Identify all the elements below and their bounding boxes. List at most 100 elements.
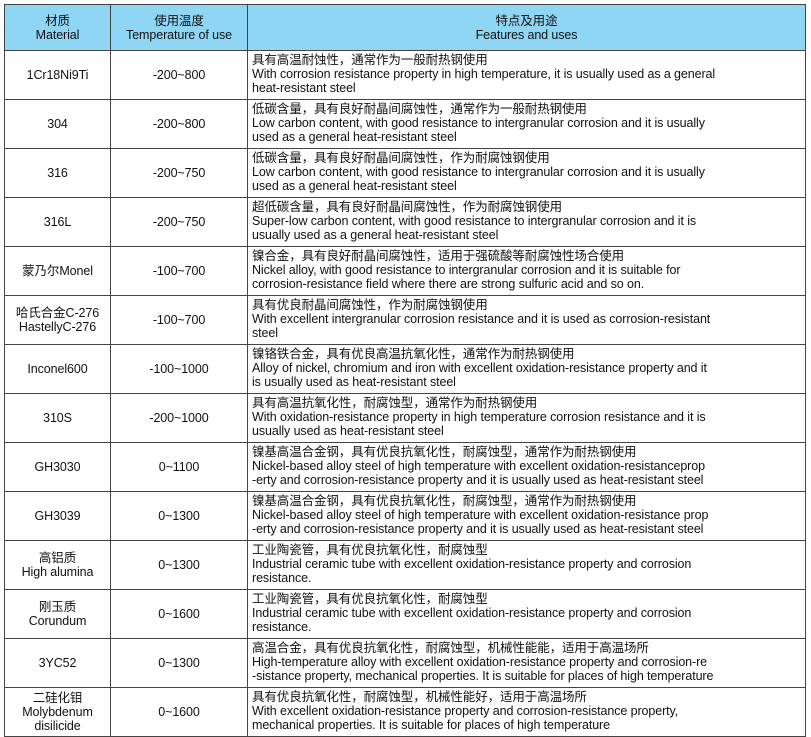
features-en-line: used as a general heat-resistant steel (252, 179, 457, 193)
features-cn: 低碳含量，具有良好耐晶间腐蚀性，作为耐腐蚀钢使用 (252, 151, 550, 165)
material-cell: 蒙乃尔Monel (4, 246, 111, 296)
header-features: 特点及用途 Features and uses (247, 4, 806, 51)
features-cell: 高温合金，具有优良抗氧化性，耐腐蚀型，机械性能能，适用于高温场所 High-tem… (247, 638, 806, 688)
features-en-line: Nickel-based alloy steel of high tempera… (252, 508, 709, 522)
table-row: 304 -200~800 低碳含量，具有良好耐晶间腐蚀性，通常作为一般耐热钢使用 Lo… (4, 99, 806, 149)
features-cell: 镍合金，具有良好耐晶间腐蚀性，适用于强硫酸等耐腐蚀性场合使用 Nickel all… (247, 246, 806, 296)
table-row: 二硅化钼 Molybdenum disilicide 0~1600 具有优良抗氧化性，耐… (4, 687, 806, 737)
features-en-line: Industrial ceramic tube with excellent o… (252, 557, 692, 571)
features-en-line: Industrial ceramic tube with excellent o… (252, 606, 692, 620)
features-cn: 具有优良抗氧化性，耐腐蚀型，机械性能好，适用于高温场所 (252, 690, 587, 704)
table-row: 316 -200~750 低碳含量，具有良好耐晶间腐蚀性，作为耐腐蚀钢使用 Low c… (4, 148, 806, 198)
header-material-en: Material (35, 27, 80, 42)
table-row: 3YC52 0~1300 高温合金，具有优良抗氧化性，耐腐蚀型，机械性能能，适用于高… (4, 638, 806, 688)
features-en-line: steel (252, 326, 278, 340)
header-material-cn: 材质 (45, 13, 70, 28)
features-cn: 具有优良耐晶间腐蚀性，作为耐腐蚀钢使用 (252, 298, 488, 312)
features-cn: 高温合金，具有优良抗氧化性，耐腐蚀型，机械性能能，适用于高温场所 (252, 641, 649, 655)
material-cell: GH3039 (4, 491, 111, 541)
features-cell: 具有高温耐蚀性，通常作为一般耐热钢使用 With corrosion resist… (247, 50, 806, 100)
features-cell: 镍铬铁合金，具有优良高温抗氧化性，通常作为耐热钢使用 Alloy of nicke… (247, 344, 806, 394)
material-name: Molybdenum (22, 705, 93, 719)
header-temp-en: Temperature of use (126, 27, 232, 42)
features-cell: 具有高温抗氧化性，耐腐蚀型，通常作为耐热钢使用 With oxidation-re… (247, 393, 806, 443)
features-en-line: usually used as heat-resistant steel (252, 424, 444, 438)
table-row: GH3039 0~1300 镍基高温合金钢，具有优良抗氧化性，耐腐蚀型，通常作为耐热… (4, 491, 806, 541)
material-name: Corundum (28, 614, 87, 628)
features-en-line: With excellent oxidation-resistance prop… (252, 704, 679, 718)
features-cn: 镍基高温合金钢，具有优良抗氧化性，耐腐蚀型，通常作为耐热钢使用 (252, 494, 637, 508)
temperature-cell: -200~800 (110, 50, 248, 100)
material-cell: 316 (4, 148, 111, 198)
features-cn: 镍铬铁合金，具有优良高温抗氧化性，通常作为耐热钢使用 (252, 347, 575, 361)
temperature-cell: 0~1300 (110, 540, 248, 590)
material-name: HastellyC-276 (18, 320, 97, 334)
features-en-line: -erty and corrosion-resistance property … (252, 473, 704, 487)
temperature-cell: 0~1100 (110, 442, 248, 492)
features-cell: 镍基高温合金钢，具有优良抗氧化性，耐腐蚀型，通常作为耐热钢使用 Nickel-ba… (247, 491, 806, 541)
table-row: 刚玉质 Corundum 0~1600 工业陶瓷管，具有优良抗氧化性，耐腐蚀型 Indu… (4, 589, 806, 639)
features-en-line: resistance. (252, 571, 312, 585)
features-en-line: mechanical properties. It is suitable fo… (252, 718, 610, 732)
features-en-line: Nickel alloy, with good resistance to in… (252, 263, 681, 277)
temperature-cell: -200~750 (110, 197, 248, 247)
table-body: 1Cr18Ni9Ti -200~800 具有高温耐蚀性，通常作为一般耐热钢使用 Wit… (4, 50, 806, 737)
features-en-line: With oxidation-resistance property in hi… (252, 410, 706, 424)
temperature-cell: 0~1300 (110, 638, 248, 688)
table-row: GH3030 0~1100 镍基高温合金钢，具有优良抗氧化性，耐腐蚀型，通常作为耐热… (4, 442, 806, 492)
temperature-cell: -200~800 (110, 99, 248, 149)
material-name: 304 (47, 117, 68, 131)
material-cell: 316L (4, 197, 111, 247)
temperature-cell: -200~750 (110, 148, 248, 198)
features-en-line: Low carbon content, with good resistance… (252, 116, 705, 130)
features-cn: 工业陶瓷管，具有优良抗氧化性，耐腐蚀型 (252, 592, 488, 606)
header-material: 材质 Material (4, 4, 111, 51)
features-cell: 工业陶瓷管，具有优良抗氧化性，耐腐蚀型 Industrial ceramic tu… (247, 589, 806, 639)
material-cell: 二硅化钼 Molybdenum disilicide (4, 687, 111, 737)
features-en-line: Super-low carbon content, with good resi… (252, 214, 697, 228)
features-en-line: heat-resistant steel (252, 81, 356, 95)
features-en-line: With corrosion resistance property in hi… (252, 67, 716, 81)
table-row: Inconel600 -100~1000 镍铬铁合金，具有优良高温抗氧化性，通常作为… (4, 344, 806, 394)
material-name: High alumina (21, 565, 94, 579)
features-cn: 镍合金，具有良好耐晶间腐蚀性，适用于强硫酸等耐腐蚀性场合使用 (252, 249, 625, 263)
material-name: 316L (43, 215, 72, 229)
features-cell: 具有优良抗氧化性，耐腐蚀型，机械性能好，适用于高温场所 With excellen… (247, 687, 806, 737)
header-features-en: Features and uses (475, 27, 578, 42)
table-row: 蒙乃尔Monel -100~700 镍合金，具有良好耐晶间腐蚀性，适用于强硫酸等耐腐… (4, 246, 806, 296)
features-en-line: usually used as a general heat-resistant… (252, 228, 499, 242)
table-row: 哈氏合金C-276 HastellyC-276 -100~700 具有优良耐晶间腐蚀性… (4, 295, 806, 345)
features-en-line: With excellent intergranular corrosion r… (252, 312, 711, 326)
material-name: 刚玉质 (38, 600, 77, 614)
temperature-cell: -100~1000 (110, 344, 248, 394)
material-name: GH3030 (34, 460, 81, 474)
features-cn: 超低碳含量，具有良好耐晶间腐蚀性，作为耐腐蚀钢使用 (252, 200, 563, 214)
features-en-line: Nickel-based alloy steel of high tempera… (252, 459, 705, 473)
features-cn: 低碳含量，具有良好耐晶间腐蚀性，通常作为一般耐热钢使用 (252, 102, 587, 116)
temperature-cell: -100~700 (110, 295, 248, 345)
material-name: disilicide (34, 719, 81, 733)
header-row: 材质 Material 使用温度 Temperature of use 特点及用途 F… (4, 4, 806, 51)
material-name: 3YC52 (38, 656, 77, 670)
table-row: 1Cr18Ni9Ti -200~800 具有高温耐蚀性，通常作为一般耐热钢使用 Wit… (4, 50, 806, 100)
material-name: 二硅化钼 (32, 691, 83, 705)
material-cell: 高铝质 High alumina (4, 540, 111, 590)
material-cell: 刚玉质 Corundum (4, 589, 111, 639)
material-name: 1Cr18Ni9Ti (26, 68, 89, 82)
material-name: 316 (47, 166, 68, 180)
table-row: 310S -200~1000 具有高温抗氧化性，耐腐蚀型，通常作为耐热钢使用 With… (4, 393, 806, 443)
features-cn: 具有高温抗氧化性，耐腐蚀型，通常作为耐热钢使用 (252, 396, 538, 410)
features-cell: 低碳含量，具有良好耐晶间腐蚀性，通常作为一般耐热钢使用 Low carbon co… (247, 99, 806, 149)
features-en-line: used as a general heat-resistant steel (252, 130, 457, 144)
features-cn: 工业陶瓷管，具有优良抗氧化性，耐腐蚀型 (252, 543, 488, 557)
material-cell: Inconel600 (4, 344, 111, 394)
temperature-cell: 0~1600 (110, 687, 248, 737)
temperature-cell: 0~1300 (110, 491, 248, 541)
material-cell: GH3030 (4, 442, 111, 492)
material-name: Inconel600 (27, 362, 88, 376)
material-name: 蒙乃尔Monel (22, 264, 93, 278)
features-en-line: Alloy of nickel, chromium and iron with … (252, 361, 707, 375)
material-name: 哈氏合金C-276 (15, 306, 100, 320)
header-temp-cn: 使用温度 (154, 13, 204, 28)
material-cell: 304 (4, 99, 111, 149)
